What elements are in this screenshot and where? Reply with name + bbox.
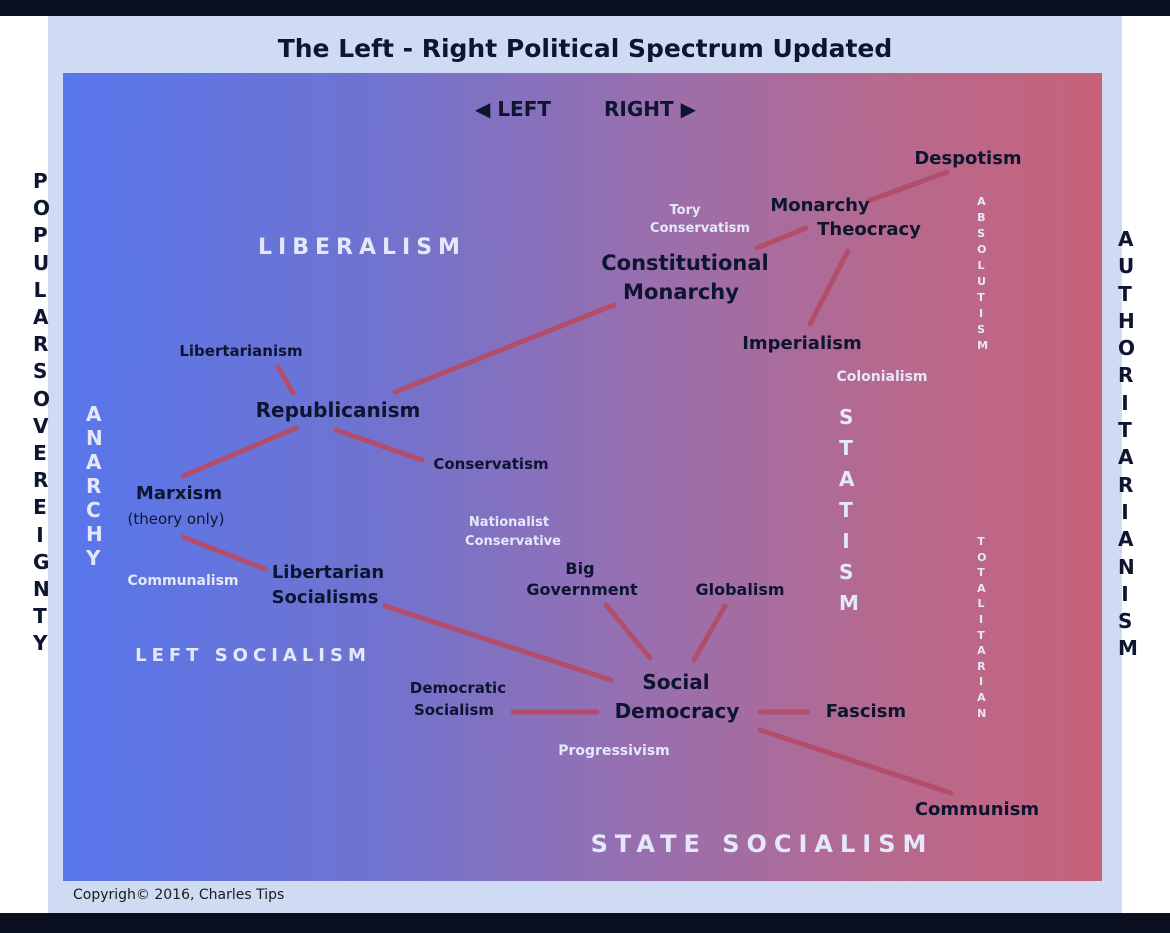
node-democratic-socialism: Socialism <box>414 701 494 719</box>
region-liberalism: LIBERALISM <box>258 235 466 260</box>
top-bar <box>0 0 1170 16</box>
edge-marxism-libertarian-socialisms <box>180 534 268 572</box>
node-libertarian-socialisms: Socialisms <box>272 587 379 608</box>
node-nationalist-conservative: Conservative <box>465 534 561 549</box>
node-nationalist: Nationalist <box>469 515 549 530</box>
edge-globalism-social-democracy <box>691 603 728 663</box>
node-republicanism: Republicanism <box>256 398 421 422</box>
label-totalitarian: TOTALITARIAN <box>977 535 987 720</box>
edge-republicanism-marxism <box>180 425 299 479</box>
edge-despotism-monarchy <box>865 169 950 204</box>
node-communalism: Communalism <box>128 573 239 589</box>
edge-monarchy-constitutional <box>754 225 809 251</box>
label-anarchy: ANARCHY <box>86 402 103 570</box>
node-despotism: Despotism <box>914 148 1021 169</box>
edge-libertarianism-republicanism <box>275 364 296 396</box>
node-big-government: Government <box>526 580 638 599</box>
node-conservatism: Conservatism <box>433 455 548 473</box>
spectrum-panel <box>63 73 1102 881</box>
node-libertarianism: Libertarianism <box>179 342 302 360</box>
label-absolutism: ABSOLUTISM <box>977 195 989 352</box>
node-colonialism: Colonialism <box>836 369 927 385</box>
label-statism: STATISM <box>839 405 859 615</box>
node-constitutional: Constitutional <box>601 251 769 275</box>
node-marxism-note: (theory only) <box>127 510 224 528</box>
edge-theocracy-imperialism <box>807 248 851 327</box>
node-constitutional-monarchy: Monarchy <box>623 280 739 304</box>
node-democratic: Democratic <box>410 679 506 697</box>
node-fascism: Fascism <box>826 701 906 722</box>
node-tory-line2: Conservatism <box>650 221 750 236</box>
node-theocracy: Theocracy <box>817 219 921 240</box>
node-libertarian: Libertarian <box>272 562 384 583</box>
diagram-title: The Left - Right Political Spectrum Upda… <box>277 34 893 63</box>
node-big: Big <box>565 559 594 578</box>
region-left-socialism: LEFT SOCIALISM <box>135 645 371 666</box>
node-social: Social <box>642 670 709 694</box>
node-globalism: Globalism <box>695 580 784 599</box>
node-tory-line1: Tory <box>670 203 701 218</box>
node-monarchy: Monarchy <box>770 195 870 216</box>
bottom-bar <box>0 913 1170 933</box>
node-social-democracy: Democracy <box>615 699 740 723</box>
region-state-socialism: STATE SOCIALISM <box>591 830 934 858</box>
edge-libertarian-socialisms-social-democracy <box>382 603 614 683</box>
node-imperialism: Imperialism <box>742 333 862 354</box>
node-communism: Communism <box>915 799 1039 820</box>
edge-constitutional-republicanism <box>392 302 617 395</box>
edge-big-government-social-democracy <box>603 602 653 661</box>
label-authoritarianism: AUTHORITARIANISM <box>1118 227 1138 661</box>
node-marxism: Marxism <box>136 483 222 504</box>
copyright-notice: Copyrigh© 2016, Charles Tips <box>73 887 285 903</box>
label-popular-sovereignty: POPULAR SOVEREIGNTY <box>33 169 51 656</box>
node-progressivism: Progressivism <box>558 743 670 759</box>
direction-left: ◀ LEFT <box>475 97 551 121</box>
edge-republicanism-conservatism <box>333 427 425 463</box>
direction-right: RIGHT ▶ <box>604 97 697 121</box>
edge-social-democracy-communism <box>757 727 954 796</box>
